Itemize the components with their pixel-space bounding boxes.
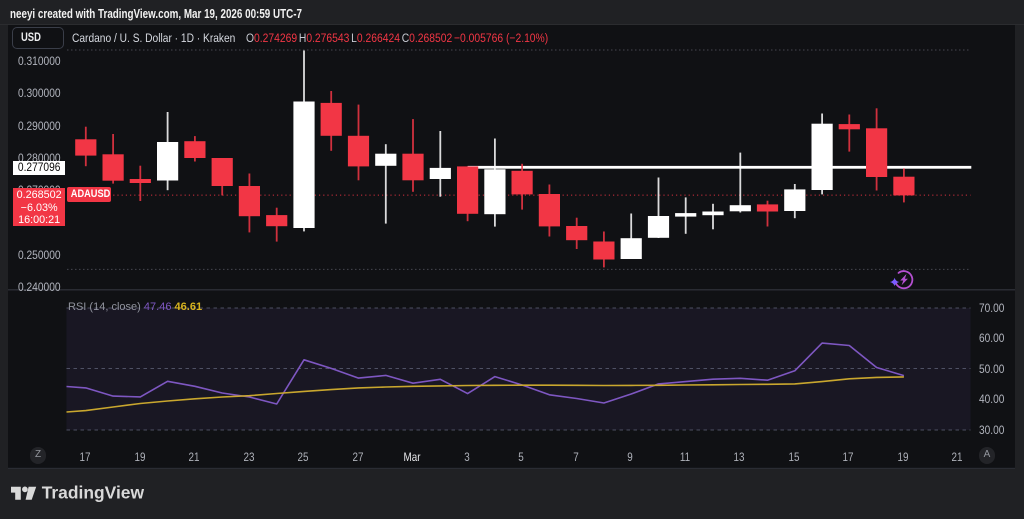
svg-text:TradingView: TradingView: [42, 482, 145, 502]
